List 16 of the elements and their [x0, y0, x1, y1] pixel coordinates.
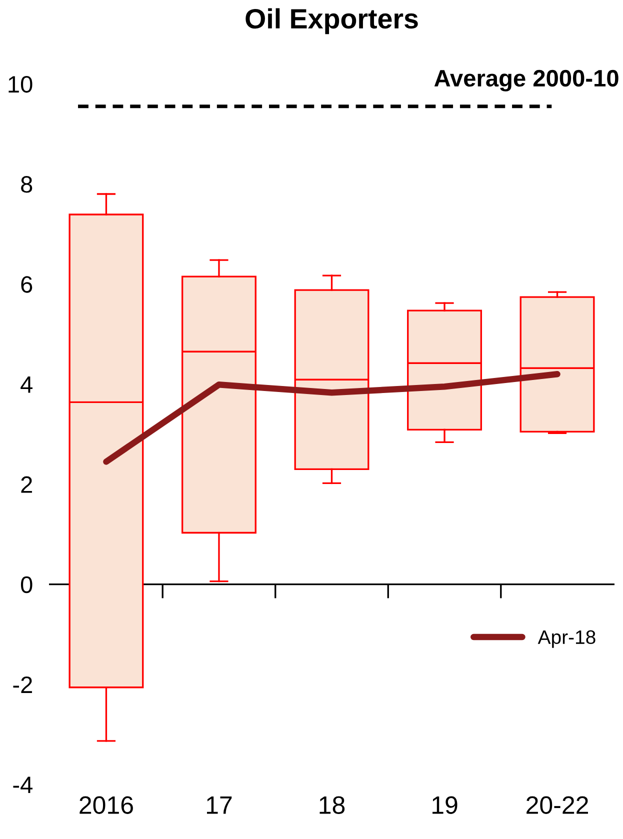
- x-tick-label: 18: [320, 796, 345, 814]
- y-tick-label: -2: [13, 676, 32, 693]
- y-tick-label: 8: [21, 176, 32, 193]
- legend-label: Apr-18: [538, 630, 596, 648]
- ref-line-label: Average 2000-10: [434, 70, 618, 92]
- chart-title: Oil Exporters: [246, 8, 418, 34]
- y-tick-label: 2: [21, 476, 32, 493]
- y-tick-label: 0: [20, 576, 32, 594]
- x-tick-label: 19: [432, 796, 458, 814]
- x-tick-label: 17: [206, 796, 232, 814]
- y-tick-label: 6: [21, 276, 32, 293]
- y-tick-label: -4: [13, 776, 32, 794]
- x-tick-label: 2016: [80, 796, 133, 814]
- x-tick-label: 20-22: [526, 796, 588, 814]
- y-tick-label: 10: [8, 76, 32, 93]
- y-tick-label: 4: [20, 376, 32, 393]
